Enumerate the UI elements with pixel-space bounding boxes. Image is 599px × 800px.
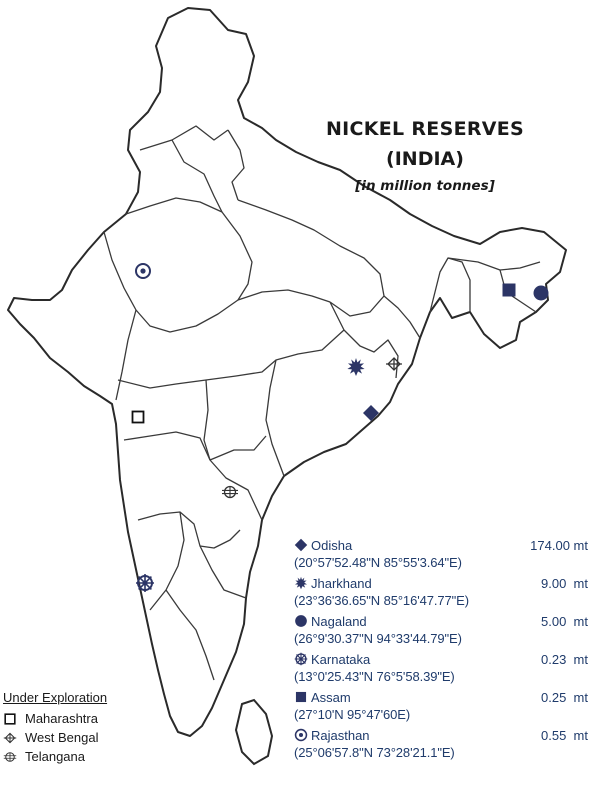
reserves-legend: Odisha 174.00 mt (20°57'52.48"N 85°55'3.… [294,536,594,764]
unit-label: [in million tonnes] [355,178,495,194]
state-boundaries [103,125,541,681]
hollow-square-icon [4,712,16,725]
legend-entry-assam: Assam 0.25 mt (27°10'N 95°47'60E) [294,688,594,724]
map-title: NICKEL RESERVES [325,118,525,140]
diamond-icon [294,538,308,552]
maharashtra-marker [131,410,145,424]
square-icon [295,691,307,703]
map-subtitle: (INDIA) [386,148,464,170]
assam-marker [502,283,516,297]
legend-value: 174.00 mt [530,537,588,553]
legend-value: 0.23 mt [541,651,588,667]
legend-state: Rajasthan [311,727,370,743]
exploration-heading: Under Exploration [3,690,108,705]
legend-coordinates: (27°10'N 95°47'60E) [294,707,411,722]
wheel-icon [294,652,308,666]
legend-entry-karnataka: Karnataka 0.23 mt (13°0'25.43"N 76°5'58.… [294,650,594,686]
legend-value: 0.25 mt [541,689,588,705]
legend-coordinates: (25°06'57.8"N 73°28'21.1"E) [294,745,455,760]
crossed-diamond-icon [3,732,17,743]
legend-entry-odisha: Odisha 174.00 mt (20°57'52.48"N 85°55'3.… [294,536,594,572]
legend-entry-jharkhand: Jharkhand 9.00 mt (23°36'36.65"N 85°16'4… [294,574,594,610]
legend-value: 5.00 mt [541,613,588,629]
karnataka-marker [135,573,155,593]
target-icon [294,728,308,742]
legend-state: Karnataka [311,651,371,667]
legend-entry-rajasthan: Rajasthan 0.55 mt (25°06'57.8"N 73°28'21… [294,726,594,762]
exploration-state: Telangana [25,749,85,764]
legend-coordinates: (23°36'36.65"N 85°16'47.77"E) [294,593,469,608]
exploration-item-west-bengal: West Bengal [3,728,107,747]
legend-state: Nagaland [311,613,367,629]
legend-coordinates: (26°9'30.37"N 94°33'44.79"E) [294,631,462,646]
circle-icon [295,615,307,627]
sri-lanka-outline [234,698,274,766]
legend-state: Odisha [311,537,353,553]
exploration-state: West Bengal [25,730,99,745]
legend-state: Jharkhand [311,575,372,591]
legend-coordinates: (13°0'25.43"N 76°5'58.39"E) [294,669,455,684]
crossed-circle-icon [3,751,17,762]
legend-value: 0.55 mt [541,727,588,743]
exploration-legend: Under Exploration Maharashtra West Benga… [3,690,107,766]
legend-entry-nagaland: Nagaland 5.00 mt (26°9'30.37"N 94°33'44.… [294,612,594,648]
exploration-state: Maharashtra [25,711,98,726]
sunburst-icon [294,576,308,590]
exploration-item-maharashtra: Maharashtra [3,709,107,728]
exploration-item-telangana: Telangana [3,747,107,766]
legend-value: 9.00 mt [541,575,588,591]
legend-state: Assam [311,689,351,705]
legend-coordinates: (20°57'52.48"N 85°55'3.64"E) [294,555,462,570]
nagaland-marker [533,285,549,301]
